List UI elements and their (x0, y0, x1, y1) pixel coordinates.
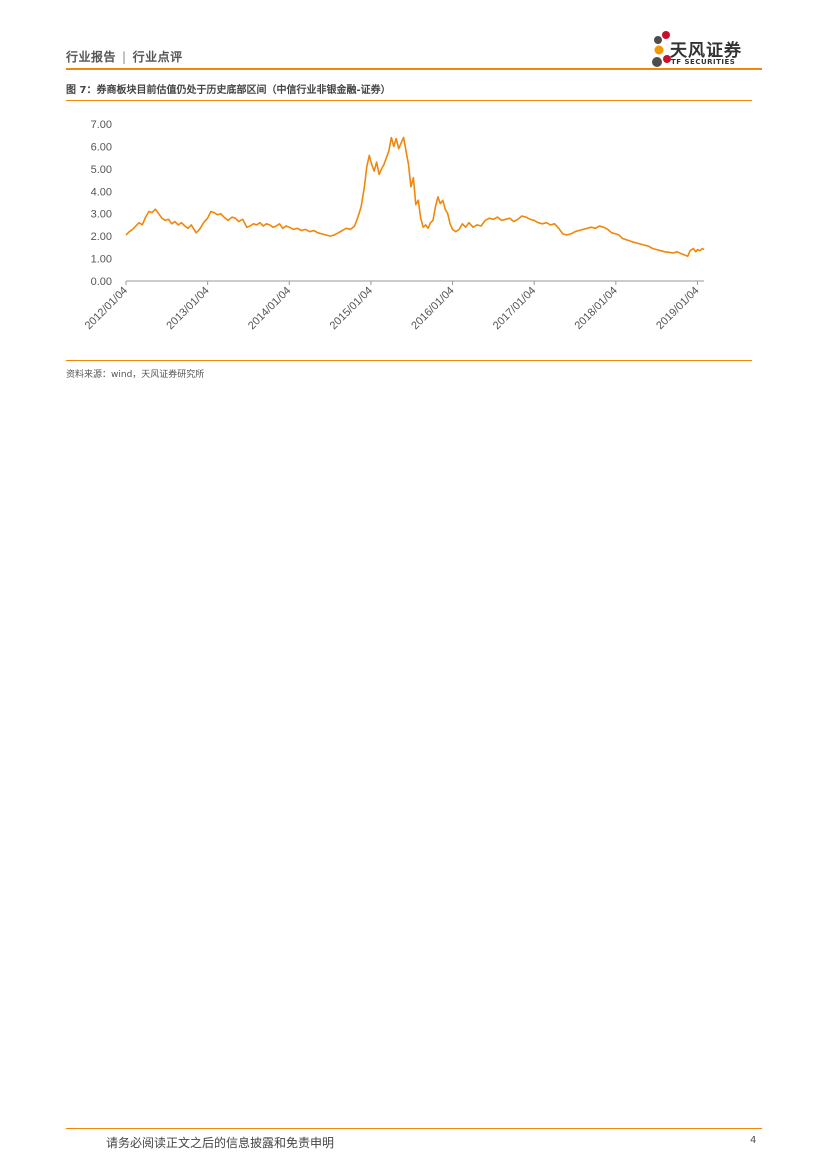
x-tick-label: 2017/01/04 (491, 285, 538, 332)
tf-securities-logo-icon (652, 31, 671, 67)
x-tick-label: 2012/01/04 (83, 285, 130, 332)
logo-name-en: TF SECURITIES (671, 58, 736, 66)
logo-petal-icon (654, 36, 662, 44)
header-breadcrumb: 行业报告 | 行业点评 (66, 48, 183, 65)
y-tick-label: 2.00 (91, 231, 112, 243)
figure-bottom-divider (66, 360, 752, 361)
logo-name-cn: 天风证券 (670, 41, 742, 61)
x-tick-label: 2014/01/04 (246, 285, 293, 332)
x-tick-label: 2019/01/04 (654, 285, 701, 332)
y-tick-label: 3.00 (91, 209, 112, 221)
series-line-securities (125, 136, 705, 258)
figure-top-divider (66, 100, 752, 101)
report-category-label: 行业点评 (132, 50, 183, 64)
x-tick-label: 2015/01/04 (328, 285, 375, 332)
y-tick-label: 6.00 (91, 141, 112, 153)
logo-petal-icon (662, 31, 670, 39)
logo-petal-icon (663, 55, 671, 63)
pb-valuation-line-chart: 0.00 1.00 2.00 3.00 4.00 5.00 6.00 7.00 2012/01/… (83, 119, 705, 332)
figure-source: 资料来源：wind，天风证券研究所 (66, 370, 205, 380)
y-tick-label: 5.00 (91, 164, 112, 176)
logo-petal-icon (652, 57, 662, 67)
page-number: 4 (750, 1135, 757, 1146)
logo-petal-icon (654, 45, 664, 55)
footer-disclaimer: 请务必阅读正文之后的信息披露和免责申明 (106, 1136, 335, 1150)
report-type-label: 行业报告 (66, 50, 117, 64)
header-divider (66, 68, 762, 70)
y-tick-label: 0.00 (91, 276, 112, 288)
y-tick-label: 4.00 (91, 186, 112, 198)
x-tick-label: 2013/01/04 (164, 285, 211, 332)
x-tick-label: 2018/01/04 (573, 285, 620, 332)
header-separator: | (122, 50, 127, 64)
figure-title: 图 7：券商板块目前估值仍处于历史底部区间（中信行业非银金融-证券） (66, 85, 391, 96)
footer-divider (66, 1128, 762, 1129)
x-tick-label: 2016/01/04 (409, 285, 456, 332)
y-tick-label: 7.00 (91, 119, 112, 131)
y-tick-label: 1.00 (91, 254, 112, 266)
